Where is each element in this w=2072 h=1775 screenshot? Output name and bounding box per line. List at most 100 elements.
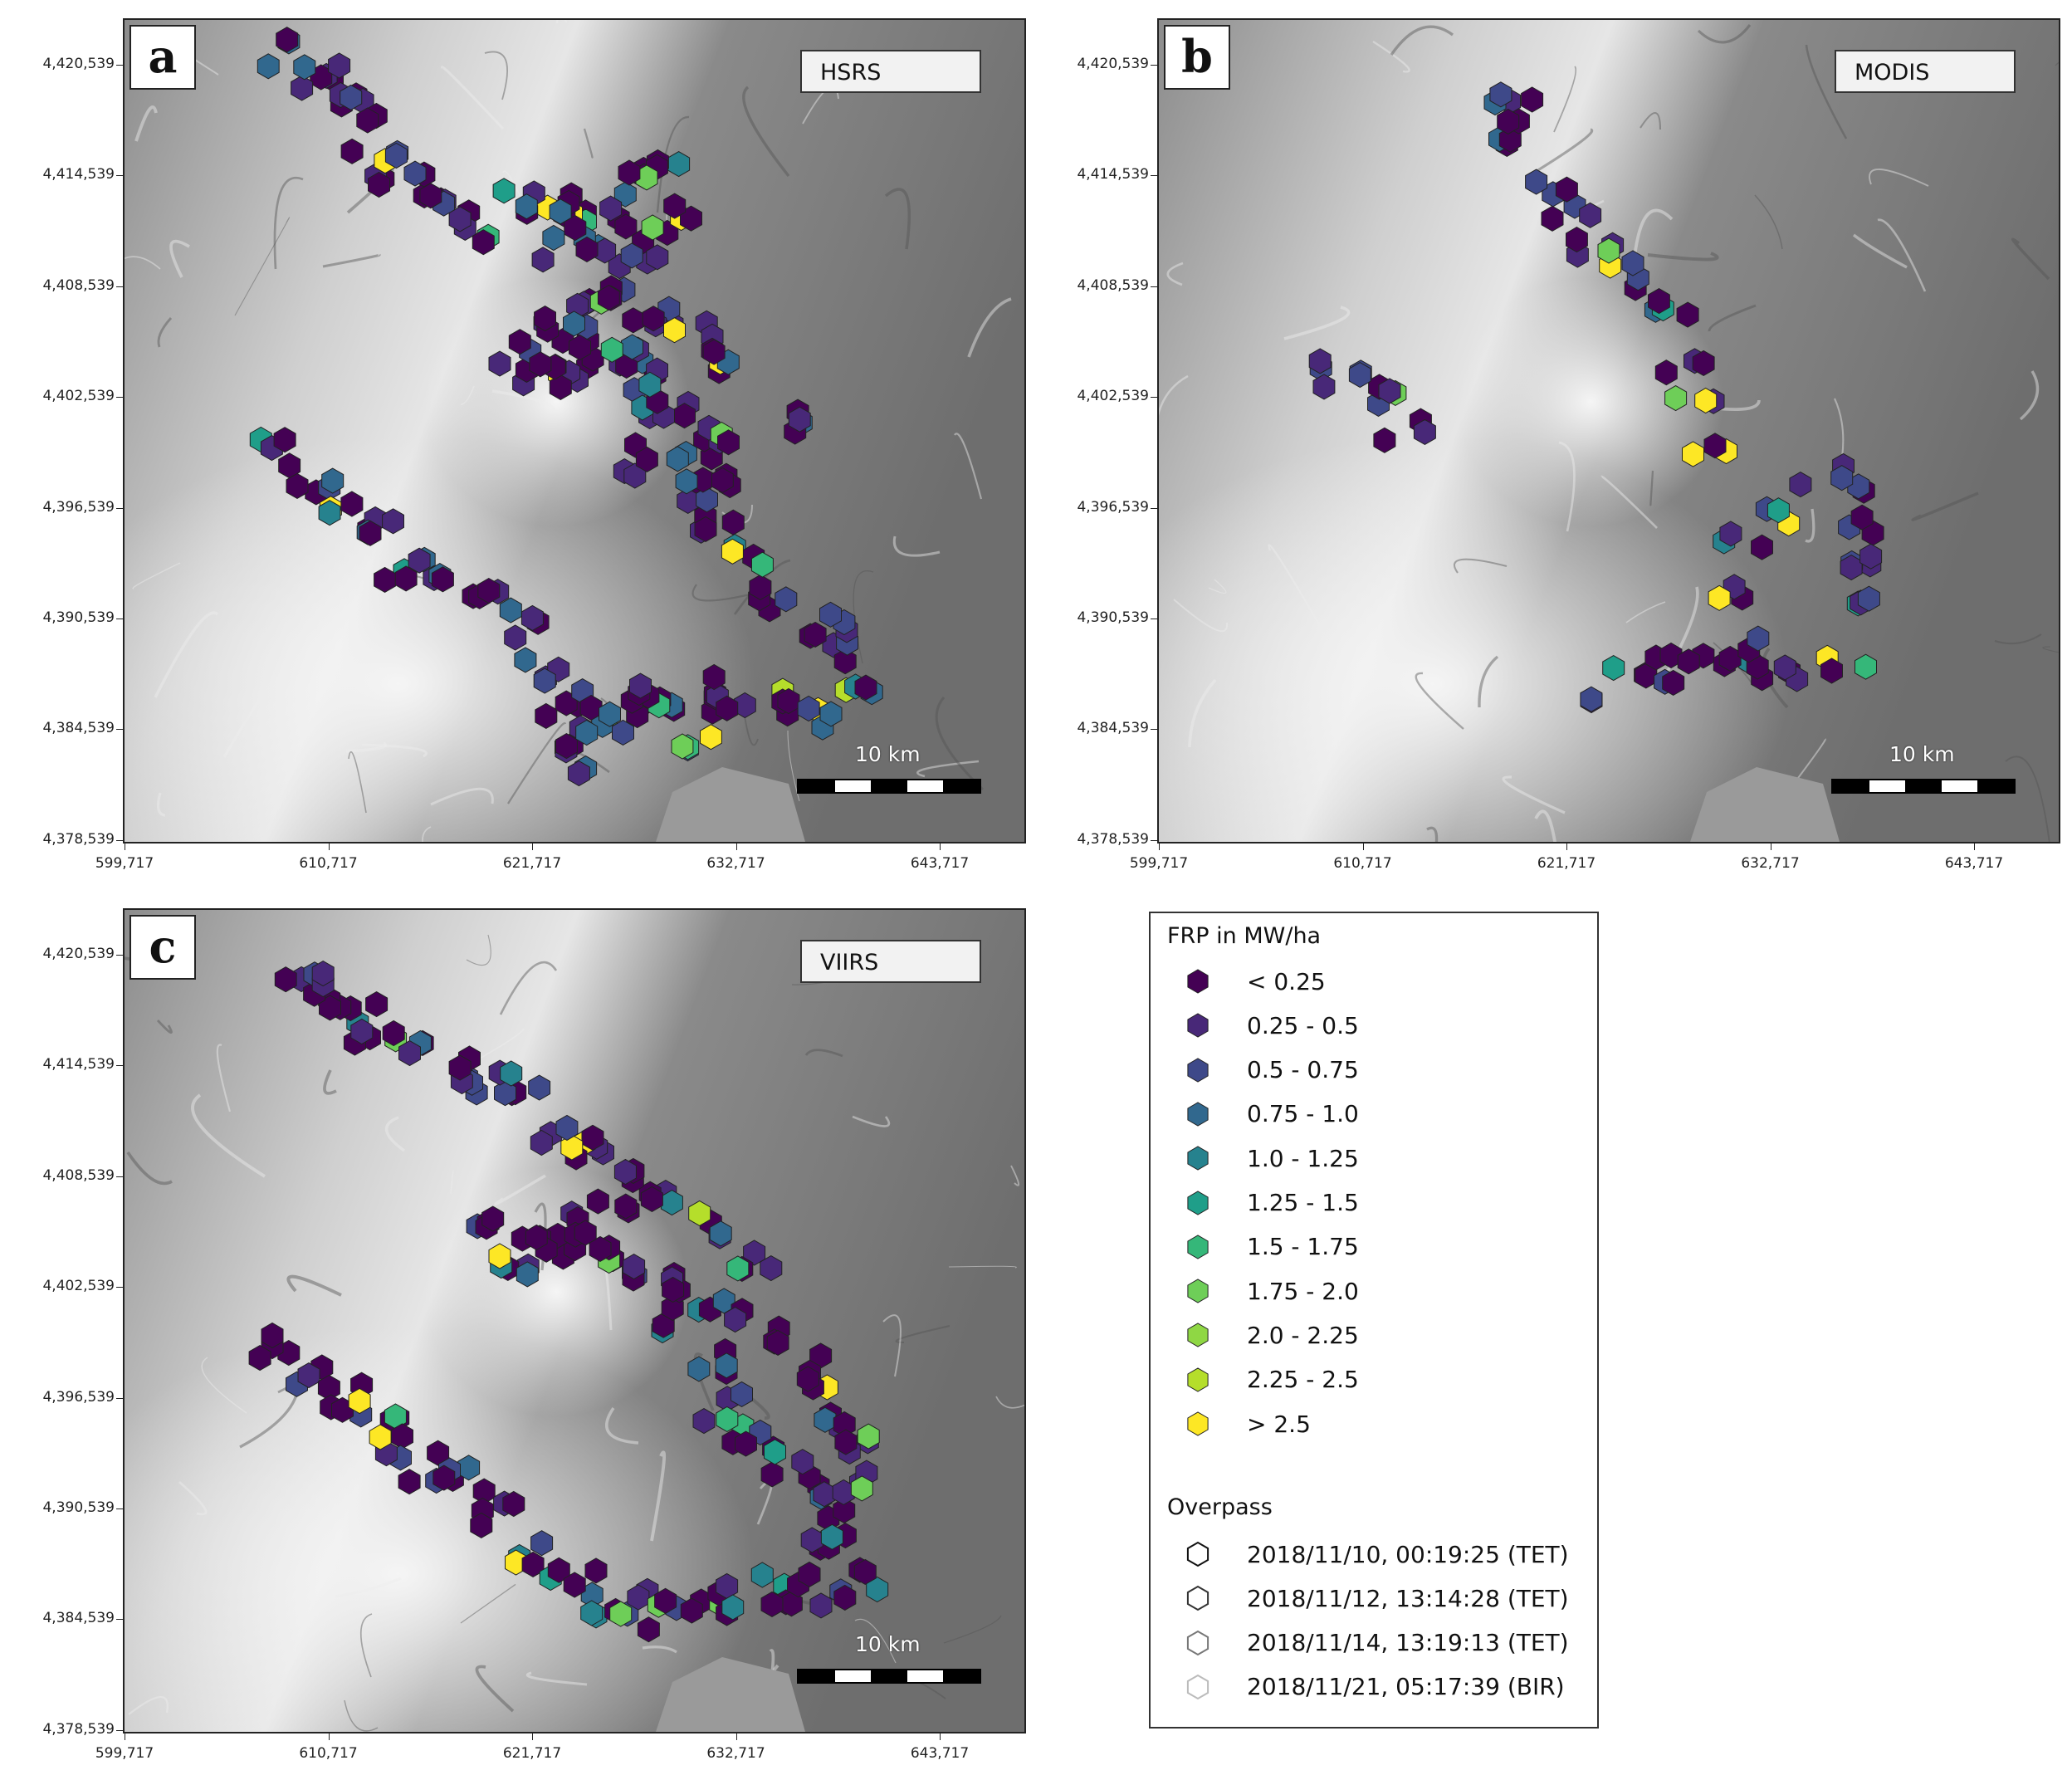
fire-hex-cell	[369, 1424, 392, 1450]
fire-hex-cell	[716, 1406, 739, 1432]
y-tick-mark	[1151, 65, 1157, 66]
fire-hex-cell	[692, 1408, 716, 1435]
fire-hex-cell	[696, 487, 718, 513]
fire-hex-cell	[749, 574, 772, 600]
terrain-ridge	[1805, 508, 1815, 543]
fire-hex-cell	[654, 1587, 677, 1614]
fire-hex-cell	[547, 1557, 570, 1583]
fire-hex-cell	[1312, 374, 1336, 400]
terrain-ridge	[1534, 809, 1556, 842]
fire-hex-cell	[432, 1464, 456, 1491]
fire-hex-cell	[580, 1600, 604, 1626]
y-tick-mark	[116, 1065, 123, 1067]
fire-hex-cell	[549, 198, 572, 225]
fire-hex-cell	[328, 52, 351, 79]
frp-legend-item: 2.0 - 2.25	[1184, 1318, 1359, 1352]
fire-hex-cell	[419, 183, 442, 209]
fire-hex-cell	[814, 1406, 837, 1433]
frp-legend-item: 0.75 - 1.0	[1184, 1098, 1359, 1131]
fire-hex-cell	[525, 1224, 548, 1251]
overpass-legend-title: Overpass	[1167, 1494, 1273, 1520]
y-tick-label: 4,378,539	[42, 830, 115, 848]
fire-hex-cell	[382, 508, 404, 535]
sensor-label: HSRS	[800, 50, 981, 93]
fire-hex-cell	[569, 335, 591, 361]
fire-hex-cell	[1677, 648, 1700, 675]
fire-hex-cell	[1308, 348, 1332, 374]
x-tick-mark	[532, 1733, 533, 1740]
fire-hex-cell	[504, 624, 527, 651]
fire-hex-cell	[724, 1306, 747, 1333]
x-tick-mark	[940, 1733, 941, 1740]
fire-hex-cell	[1703, 433, 1727, 459]
fire-hex-cell	[492, 178, 516, 204]
fire-hex-cell	[715, 1352, 738, 1379]
terrain-ridge	[943, 1615, 1002, 1644]
terrain-ridge	[743, 710, 759, 746]
terrain-ridge	[884, 188, 911, 250]
terrain-ridge	[157, 317, 173, 348]
terrain-ridge	[286, 1274, 342, 1297]
fire-hex-cell	[427, 1440, 450, 1466]
terrain-ridge	[2019, 370, 2040, 421]
scale-bar-label: 10 km	[1889, 742, 1955, 766]
panel-a: a HSRS 10 km	[0, 0, 1029, 880]
fire-hex-cell	[662, 1276, 685, 1303]
hexagon-icon	[1187, 1279, 1209, 1303]
hexagon-icon	[1187, 1058, 1209, 1083]
fire-hex-cell	[1662, 669, 1685, 696]
terrain-ridge	[169, 239, 190, 278]
terrain-ridge	[892, 535, 941, 557]
x-tick-mark	[735, 1733, 737, 1740]
y-tick-label: 4,420,539	[42, 56, 115, 72]
fire-hex-cell	[286, 472, 309, 499]
fire-hex-cell	[311, 961, 335, 987]
fire-hex-cell	[348, 1387, 371, 1415]
frp-legend-label: 2.25 - 2.5	[1247, 1366, 1359, 1394]
terrain-ridge	[1754, 194, 1783, 250]
terrain-ridge	[954, 433, 983, 500]
x-tick-label: 621,717	[502, 1745, 562, 1762]
overpass-legend-label: 2018/11/12, 13:14:28 (TET)	[1247, 1584, 1569, 1612]
y-tick-label: 4,402,539	[42, 1278, 115, 1295]
fire-hex-cell	[751, 551, 774, 578]
y-tick-label: 4,390,539	[42, 1499, 115, 1516]
terrain-ridge	[1502, 775, 1566, 814]
terrain-ridge	[134, 105, 158, 142]
frp-legend-item: 1.5 - 1.75	[1184, 1230, 1359, 1264]
hexagon-outline-icon	[1186, 1586, 1209, 1611]
terrain-ridge	[494, 1174, 546, 1205]
terrain-ridge	[1010, 1165, 1020, 1186]
y-tick-label: 4,402,539	[1077, 388, 1149, 405]
fire-hex-cell	[431, 566, 454, 593]
overpass-legend-item: 2018/11/12, 13:14:28 (TET)	[1184, 1582, 1569, 1615]
fire-hex-cell	[646, 244, 669, 271]
fire-hex-cell	[1579, 202, 1602, 228]
frp-legend-label: 1.5 - 1.75	[1247, 1233, 1359, 1261]
frp-legend-item: 1.25 - 1.5	[1184, 1186, 1359, 1220]
frp-legend-label: < 0.25	[1247, 967, 1326, 995]
fire-hex-cell	[398, 1040, 421, 1067]
frp-legend-item: < 0.25	[1184, 965, 1326, 998]
y-tick-mark	[116, 1729, 123, 1731]
panel-letter: b	[1164, 25, 1230, 90]
terrain-ridge	[525, 1671, 588, 1686]
fire-hex-cell	[702, 663, 726, 691]
fire-hex-cell	[499, 597, 522, 623]
terrain-ridge	[484, 51, 508, 100]
fire-hex-cell	[834, 1429, 858, 1455]
terrain-ridge	[1600, 475, 1658, 529]
fire-hex-cell	[584, 1557, 608, 1584]
y-tick-label: 4,408,539	[42, 276, 115, 294]
fire-hex-cell	[534, 306, 556, 332]
terrain-ridge	[323, 1069, 337, 1095]
fire-hex-cell	[530, 1530, 554, 1557]
fire-hex-cell	[382, 1020, 405, 1047]
map-frame-b: b MODIS 10 km	[1157, 18, 2060, 843]
fire-hex-cell	[549, 374, 572, 400]
fire-hex-cell	[1773, 654, 1796, 681]
frp-legend-label: 0.5 - 0.75	[1247, 1056, 1359, 1084]
hexagon-icon	[1187, 1411, 1209, 1436]
fire-hex-cell	[614, 213, 638, 240]
x-tick-label: 599,717	[95, 855, 154, 872]
